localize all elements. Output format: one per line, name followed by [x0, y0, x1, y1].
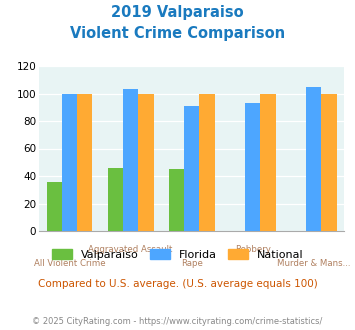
Bar [62, 93, 77, 231]
Bar [108, 168, 123, 231]
Text: Robbery: Robbery [235, 245, 271, 254]
Text: Compared to U.S. average. (U.S. average equals 100): Compared to U.S. average. (U.S. average … [38, 279, 317, 289]
Text: 2019 Valparaiso: 2019 Valparaiso [111, 5, 244, 20]
Bar [184, 106, 200, 231]
Bar [77, 93, 92, 231]
Legend: Valparaiso, Florida, National: Valparaiso, Florida, National [48, 245, 307, 264]
Bar [245, 103, 261, 231]
Text: Aggravated Assault: Aggravated Assault [88, 245, 173, 254]
Bar [261, 93, 275, 231]
Bar [200, 93, 214, 231]
Bar [322, 93, 337, 231]
Text: © 2025 CityRating.com - https://www.cityrating.com/crime-statistics/: © 2025 CityRating.com - https://www.city… [32, 317, 323, 326]
Text: Murder & Mans...: Murder & Mans... [277, 259, 351, 268]
Text: Rape: Rape [181, 259, 203, 268]
Bar [169, 169, 184, 231]
Bar [123, 89, 138, 231]
Text: All Violent Crime: All Violent Crime [34, 259, 105, 268]
Bar [47, 182, 62, 231]
Text: Violent Crime Comparison: Violent Crime Comparison [70, 26, 285, 41]
Bar [306, 86, 322, 231]
Bar [138, 93, 153, 231]
